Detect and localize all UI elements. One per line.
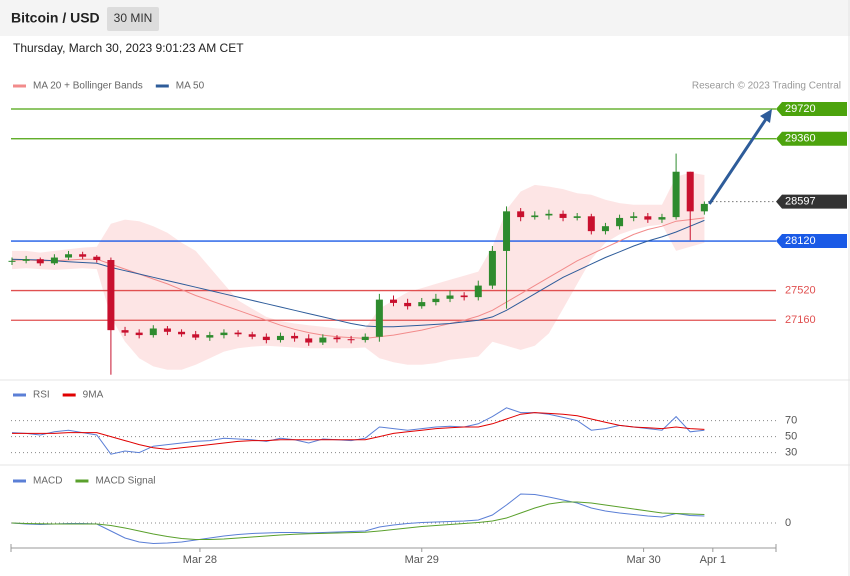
candle-body (573, 216, 581, 218)
candle-body (276, 335, 284, 341)
candle-body (672, 171, 680, 218)
candle-body (686, 171, 694, 212)
candle-body (8, 260, 16, 262)
candle-body (446, 295, 454, 299)
candle-body (163, 328, 171, 332)
candle-body (121, 330, 129, 333)
legend-label: 9MA (83, 390, 104, 401)
candle-body (107, 260, 115, 331)
candle-body (220, 332, 228, 336)
indicator-line (11, 407, 705, 455)
timeframe-badge[interactable] (107, 7, 159, 31)
target-arrow-head (760, 109, 772, 124)
candle-body (248, 334, 256, 337)
legend-swatch (13, 479, 26, 483)
candle-body (149, 328, 157, 336)
ma-line (11, 219, 705, 328)
legend-label: MA 50 (176, 81, 205, 92)
legend-swatch (62, 393, 76, 397)
y-tick-label: 50 (785, 431, 797, 443)
candle-body (65, 254, 73, 258)
target-arrow (708, 115, 770, 205)
indicator-line (11, 501, 705, 540)
candle-body (178, 331, 186, 335)
candle-body (644, 216, 652, 220)
candle-body (375, 299, 383, 337)
candle-body (630, 216, 638, 218)
candle-body (347, 339, 355, 341)
x-tick-label: Mar 30 (626, 554, 660, 566)
level-label: 28120 (785, 235, 816, 247)
candle-body (234, 332, 242, 335)
legend-label: MACD (33, 476, 62, 487)
bollinger-band (12, 172, 705, 370)
candle-body (262, 336, 270, 341)
x-tick-label: Apr 1 (700, 554, 726, 566)
candle-body (22, 259, 30, 261)
indicator-line (11, 493, 705, 545)
candle-body (404, 302, 412, 307)
y-tick-label: 30 (785, 447, 797, 459)
credit: Research © 2023 Trading Central (692, 81, 841, 92)
level-label-box (776, 131, 847, 146)
candle-body (559, 213, 567, 218)
y-tick-label: 70 (785, 415, 797, 427)
candle-body (601, 226, 609, 232)
level-label: 27520 (785, 284, 816, 296)
candle-body (432, 298, 440, 303)
candle-body (587, 216, 595, 232)
candle-body (206, 335, 214, 338)
candle-body (474, 285, 482, 298)
candle-body (700, 203, 708, 212)
level-label: 28597 (785, 196, 816, 208)
candle-body (50, 257, 58, 264)
candle-body (531, 215, 539, 218)
candle-body (319, 337, 327, 343)
candle-body (488, 250, 496, 286)
y-tick-label: 0 (785, 517, 791, 529)
candle-body (361, 336, 369, 341)
level-label: 27160 (785, 314, 816, 326)
candle-body (545, 213, 553, 216)
candle-body (616, 217, 624, 227)
candle-body (79, 254, 87, 257)
candle-body (135, 332, 143, 336)
legend-label: MACD Signal (95, 476, 155, 487)
level-label: 29360 (785, 133, 816, 145)
x-tick-label: Mar 28 (183, 554, 217, 566)
candle-body (93, 256, 101, 261)
candle-body (333, 337, 341, 340)
title: Bitcoin / USD (11, 10, 100, 26)
candle-body (460, 295, 468, 298)
level-label-box (776, 102, 847, 117)
ma-line (12, 217, 705, 339)
candle-body (291, 335, 299, 339)
candle-body (192, 334, 200, 338)
legend-swatch (13, 393, 26, 397)
timeframe[interactable]: 30 MIN (114, 11, 153, 25)
candle-body (517, 211, 525, 218)
timestamp: Thursday, March 30, 2023 9:01:23 AM CET (13, 41, 244, 55)
legend-swatch (13, 84, 26, 88)
candle-body (658, 217, 666, 220)
level-label-box (776, 194, 847, 209)
candle-body (418, 302, 426, 307)
indicator-line (12, 412, 705, 450)
candle-body (390, 299, 397, 303)
legend-label: RSI (33, 390, 50, 401)
legend-swatch (75, 479, 89, 483)
legend-swatch (155, 84, 169, 88)
x-tick-label: Mar 29 (405, 554, 439, 566)
legend-label: MA 20 + Bollinger Bands (33, 81, 143, 92)
candle-body (305, 338, 313, 343)
candle-body (503, 211, 511, 251)
candle-body (36, 259, 44, 264)
level-label-box (776, 234, 847, 249)
level-label: 29720 (785, 103, 816, 115)
